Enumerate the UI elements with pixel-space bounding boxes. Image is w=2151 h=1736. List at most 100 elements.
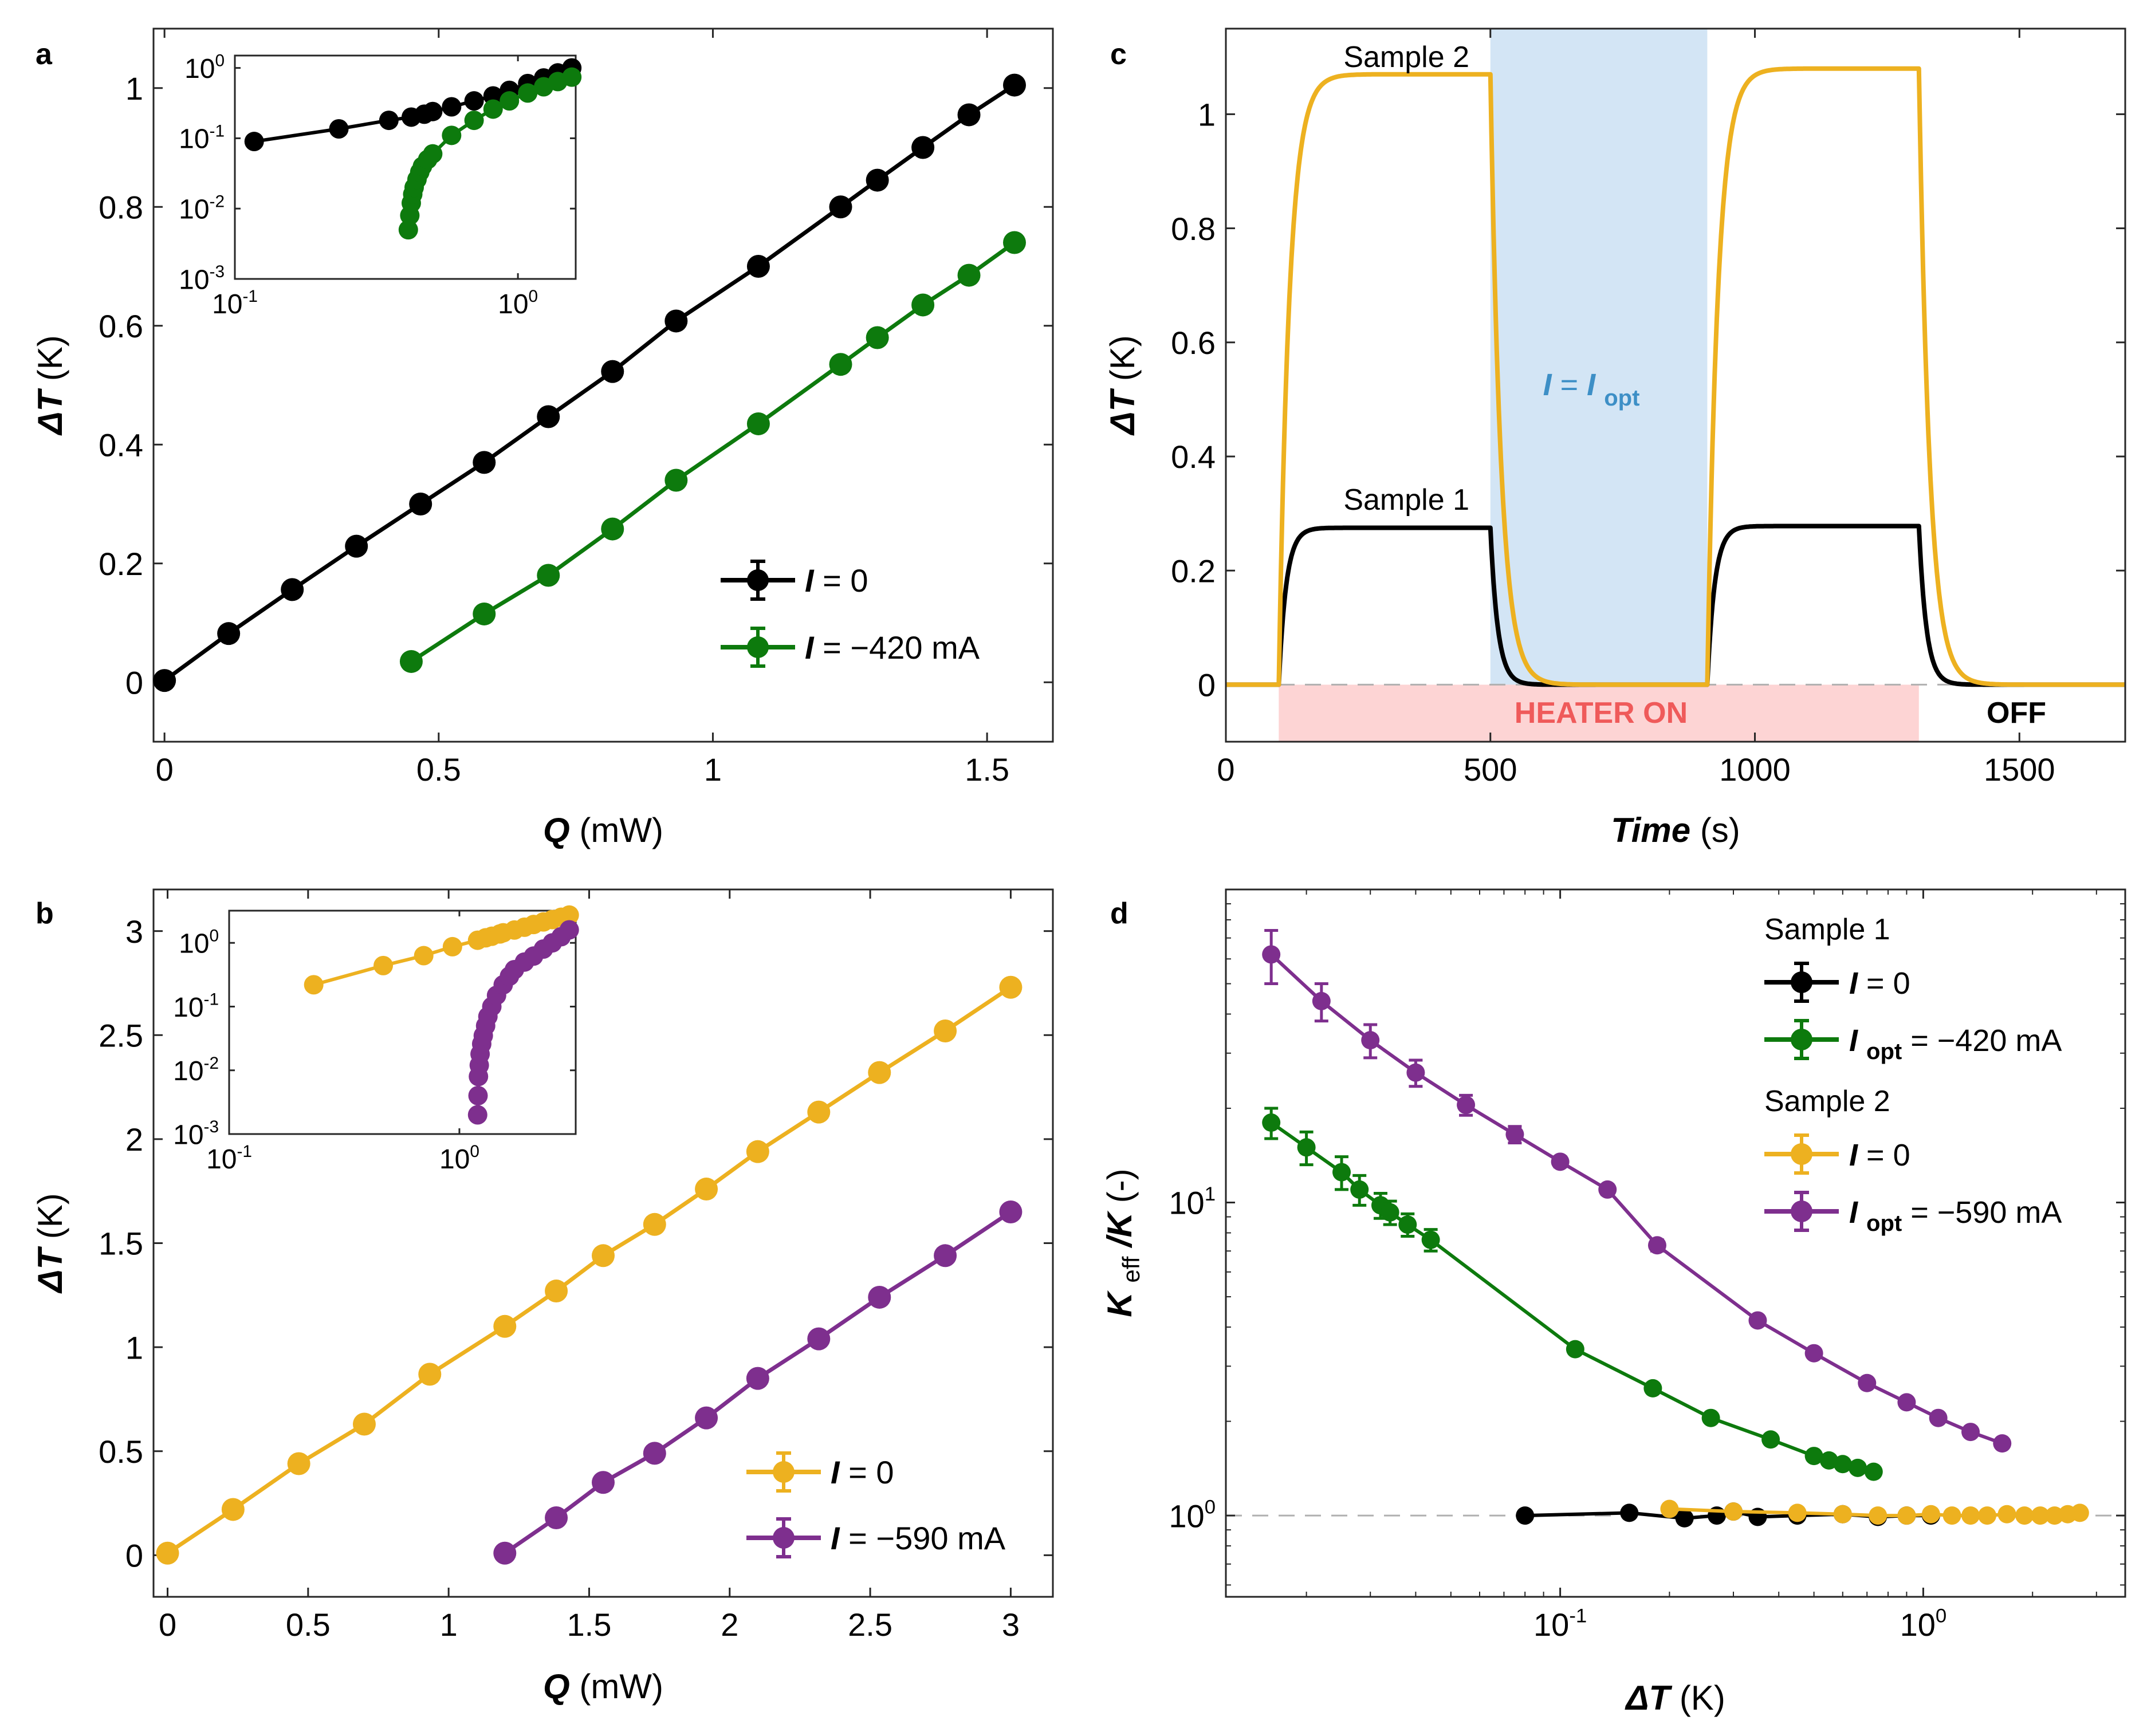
svg-text:I = −420 mA: I = −420 mA (805, 629, 980, 666)
panel-a-ylabel: ΔT (K) (31, 335, 69, 436)
data-point (467, 1105, 487, 1125)
y-tick-base: 10 (179, 928, 209, 959)
data-point (601, 360, 624, 383)
panel-d-legend-4-sub: opt (1866, 1211, 1902, 1236)
panel-b-legend: I = 0 I = −590 mA (746, 1451, 1006, 1558)
data-point (1566, 1340, 1584, 1359)
y-tick-label: 10-2 (173, 1054, 219, 1087)
data-point (493, 1314, 517, 1338)
y-tick-exponent: -1 (204, 990, 219, 1009)
iopt-region (1490, 29, 1708, 742)
data-point (911, 293, 935, 317)
data-point (545, 1506, 568, 1529)
data-point (592, 1471, 615, 1494)
y-tick-label: 101 (1169, 1183, 1216, 1221)
data-point (1647, 1236, 1666, 1255)
panel-d-y-ticks: 10 0 101 (1169, 903, 2125, 1586)
y-tick-exponent: 0 (209, 926, 219, 945)
data-point (473, 602, 496, 625)
y-tick-label: 0 (1198, 667, 1216, 703)
y-tick-exponent: 0 (1205, 1497, 1216, 1518)
panel-d-legend-3-text: = 0 (1866, 1138, 1910, 1172)
data-point (537, 564, 560, 587)
data-point (545, 1280, 568, 1303)
data-point (1897, 1506, 1916, 1525)
data-point (746, 1367, 769, 1390)
y-tick-label: 3 (125, 914, 143, 950)
data-point (868, 1285, 891, 1309)
data-point (473, 451, 496, 474)
y-tick-label: 10-2 (179, 192, 225, 225)
y-tick-label: 0.4 (99, 427, 143, 463)
x-tick-label: 10-1 (1533, 1605, 1587, 1643)
data-point (1643, 1379, 1662, 1398)
data-point (493, 1541, 517, 1565)
panel-d-legend-entry-4: I opt = −590 mA (1764, 1191, 2062, 1236)
panel-b-xlabel-var: Q (543, 1667, 570, 1706)
data-point (1961, 1506, 1980, 1525)
panel-d-legend-1-text: = 0 (1866, 966, 1910, 1001)
x-tick-label: 10-1 (206, 1142, 252, 1175)
y-tick-label: 0.6 (99, 308, 143, 344)
data-point (537, 405, 560, 428)
x-tick-label: 1 (704, 751, 722, 788)
data-point (957, 263, 981, 287)
data-point (1961, 1423, 1980, 1442)
data-point (464, 111, 484, 131)
panel-d-xlabel: ΔT (K) (1625, 1679, 1725, 1717)
data-point (1921, 1505, 1940, 1524)
data-point (2031, 1506, 2050, 1525)
panel-c: 0 500 1000 1500 0 0.2 0.4 0.6 0.8 1 Sample 2 Sam… (1103, 27, 2127, 849)
data-point (409, 493, 432, 515)
panel-c-iopt-var2: I (1587, 368, 1596, 402)
panel-d-legend-entry-1: I = 0 (1764, 962, 1910, 1003)
panel-b-ylabel-var: ΔT (31, 1246, 69, 1294)
panel-d-ylabel: K eff /K (-) (1100, 1168, 1147, 1317)
data-point (1858, 1373, 1877, 1392)
panel-d-xlabel-var: ΔT (1625, 1679, 1672, 1717)
x-tick-base: 10 (206, 1144, 237, 1175)
y-tick-base: 10 (1169, 1185, 1204, 1221)
panel-c-xlabel: Time (s) (1611, 811, 1740, 849)
data-point (866, 326, 889, 349)
panel-b-inset-plot-area (228, 910, 577, 1135)
data-point (156, 1541, 179, 1565)
panel-b: 0 0.5 1 1.5 2 2.5 3 0 0.5 1 1.5 2 2.5 3 Q (mW) ΔT (K… (31, 888, 1054, 1706)
x-tick-label: 0 (1217, 751, 1234, 788)
data-point (1457, 1096, 1476, 1115)
x-tick-label: 1 (440, 1607, 458, 1643)
panel-c-sample1-label: Sample 1 (1343, 483, 1469, 517)
svg-text:I = 0: I = 0 (831, 1454, 894, 1490)
data-point (379, 111, 399, 131)
y-tick-label: 0 (125, 664, 143, 700)
data-point (746, 412, 770, 435)
data-point (1869, 1506, 1887, 1525)
panel-c-xlabel-unit: (s) (1700, 811, 1740, 849)
data-point (442, 125, 462, 145)
x-tick-exponent: 0 (470, 1142, 479, 1161)
data-point (468, 1086, 488, 1106)
y-tick-label: 100 (184, 52, 225, 84)
x-tick-base: 10 (212, 289, 242, 320)
data-point (1361, 1031, 1380, 1050)
data-point (999, 1200, 1023, 1224)
data-point (934, 1244, 957, 1267)
data-point (1262, 1113, 1281, 1132)
data-point (1942, 1506, 1961, 1525)
data-point (244, 132, 264, 152)
data-point (695, 1406, 718, 1430)
panel-d-legend-2-sub: opt (1866, 1039, 1902, 1064)
data-point (1978, 1506, 1997, 1525)
x-tick-exponent: -1 (242, 287, 257, 306)
x-tick-label: 10-1 (212, 287, 258, 320)
panel-c-xlabel-var: Time (1611, 811, 1690, 849)
svg-text:I = 0: I = 0 (1849, 1138, 1910, 1172)
data-point (592, 1244, 615, 1267)
data-point (345, 534, 368, 558)
x-tick-exponent: 0 (1936, 1605, 1946, 1627)
y-tick-base: 10 (184, 54, 215, 84)
panel-d-ylabel-unit: (-) (1100, 1168, 1139, 1203)
data-point (1849, 1458, 1867, 1477)
data-point (1332, 1163, 1351, 1182)
